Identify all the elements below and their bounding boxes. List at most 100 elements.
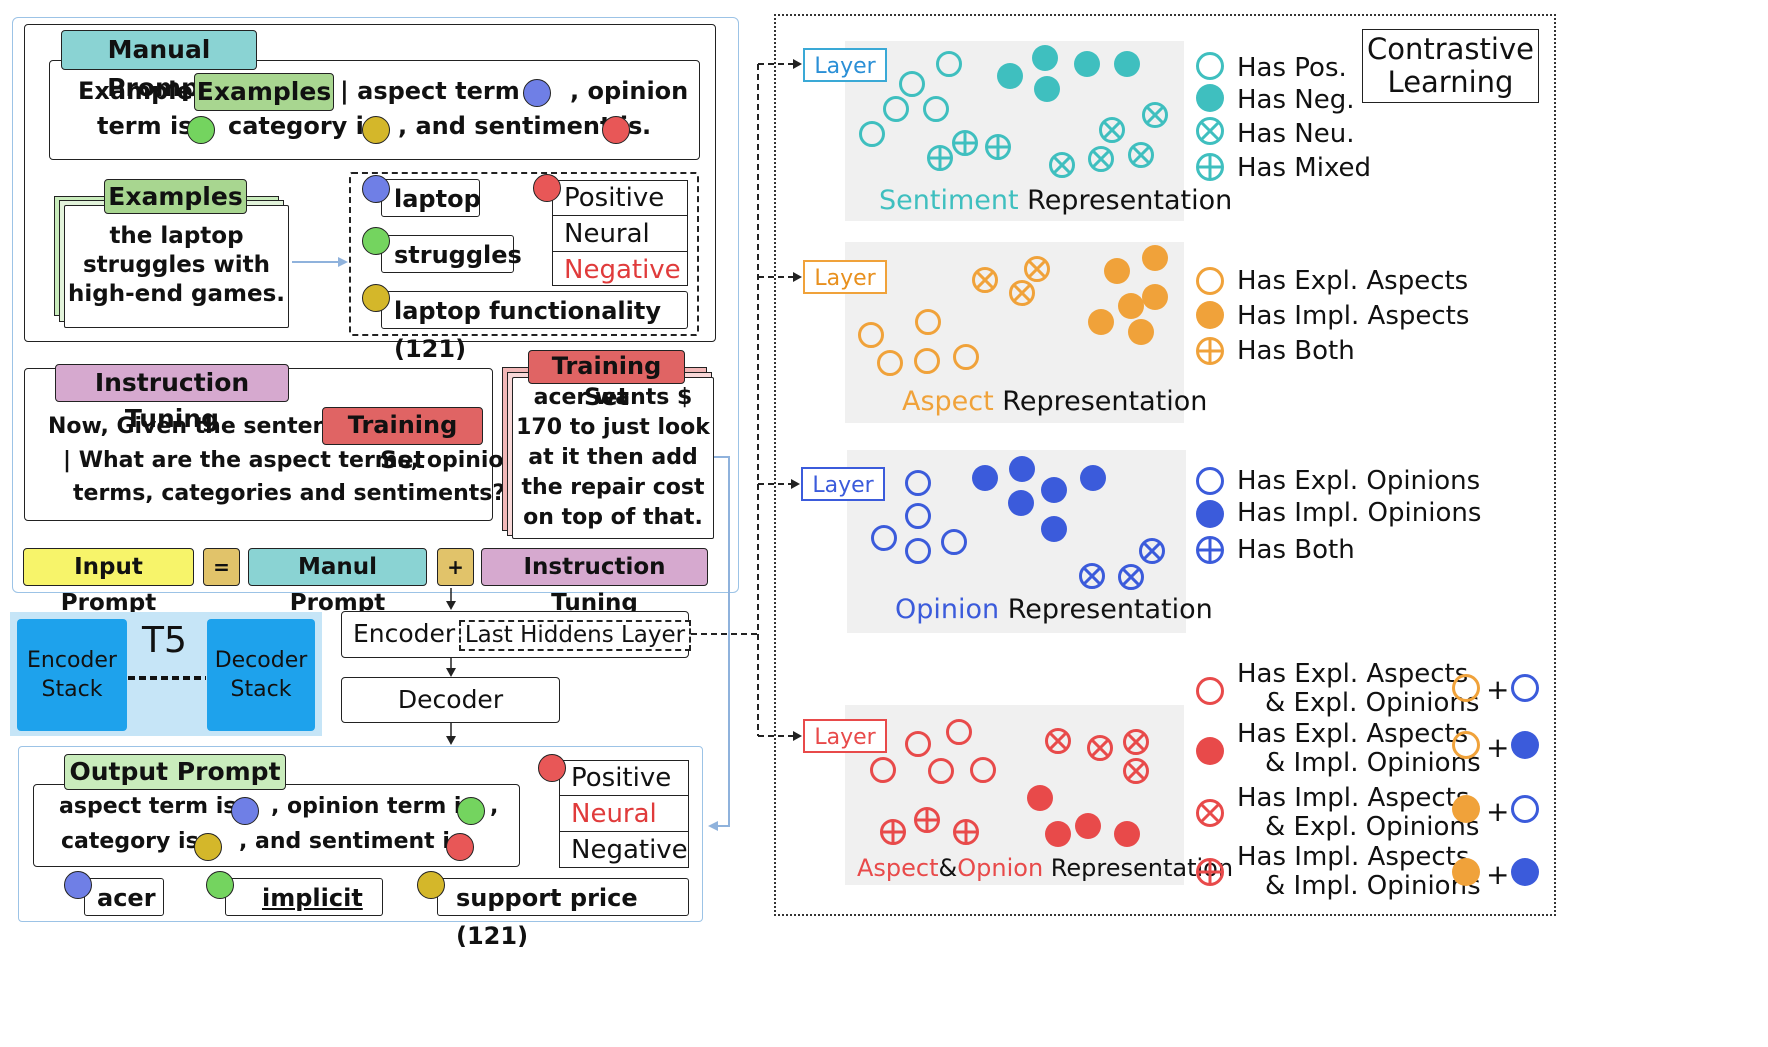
equals-sign: = (203, 548, 240, 586)
aspect-rep-rest: Representation (993, 386, 1208, 417)
legend-line: Has Expl. Aspects (1237, 659, 1469, 689)
training-sentence-line: the repair cost (521, 475, 705, 500)
output-aspect-slot-dot (231, 797, 259, 825)
output-line2-b: , and sentiment is (239, 829, 463, 854)
legend-line: Has Impl. Aspects (1237, 842, 1470, 872)
open-marker (883, 96, 909, 122)
instruction-training-tag: Training Set (322, 407, 483, 474)
filled-marker (1008, 490, 1034, 516)
cross-marker (1088, 146, 1114, 172)
filled-marker (1452, 858, 1480, 886)
ao-rep-colored-a: Aspect (857, 854, 939, 882)
open-marker (858, 322, 884, 348)
training-card (512, 377, 714, 539)
open-marker (1511, 674, 1539, 702)
filled-marker (1080, 465, 1106, 491)
output-line2-a: category is (61, 829, 199, 854)
legend-has-neg: Has Neg. (1237, 85, 1355, 115)
ao-rep-amp: & (938, 854, 958, 882)
output-opinion-slot-dot (457, 797, 485, 825)
filled-marker (1142, 284, 1168, 310)
filled-marker (1511, 858, 1539, 886)
contrastive-title-line: Contrastive (1367, 32, 1534, 66)
output-line1-c: , (490, 794, 499, 819)
examples-tag: Examples (104, 179, 247, 214)
examples-slot-tag: Examples (194, 73, 334, 111)
filled-marker (1118, 293, 1144, 319)
cross-marker (1024, 256, 1050, 282)
sentiment-option-negative: Negative (564, 255, 681, 285)
sentiment-rep-colored: Sentiment (879, 185, 1019, 216)
open-marker (1196, 52, 1224, 80)
open-marker (923, 96, 949, 122)
open-marker (928, 758, 954, 784)
legend-line: & Expl. Opinions (1265, 688, 1480, 718)
output-category-chip: support price (121) (437, 878, 689, 950)
aspect-opinion-layer-tag: Layer (803, 719, 887, 753)
plus-marker (1196, 536, 1224, 564)
output-opinion-text: implicit (262, 884, 363, 912)
ao-rep-rest: Representation (1043, 854, 1234, 882)
manual-line2-c: , and sentiment is (398, 112, 643, 140)
open-marker (1196, 467, 1224, 495)
output-sentiment-dot (538, 754, 566, 782)
open-marker (905, 503, 931, 529)
output-opinion-dot (206, 871, 234, 899)
examples-sentence: the laptop struggles with high-end games… (64, 222, 289, 309)
sentiment-rep-title: Sentiment Representation (879, 185, 1232, 216)
filled-marker (1074, 51, 1100, 77)
plus-marker (927, 145, 953, 171)
sentiment-option-neural: Neural (552, 216, 688, 252)
opinion-rep-rest: Representation (999, 594, 1213, 625)
training-sentence-line: at it then add (528, 445, 698, 470)
output-category-dot (417, 871, 445, 899)
combo-plus: + (1486, 858, 1510, 891)
filled-marker (1041, 516, 1067, 542)
open-marker (1196, 267, 1224, 295)
filled-marker (1196, 301, 1224, 329)
opinion-layer-tag: Layer (801, 467, 885, 501)
t5-decoder-label: Stack (230, 677, 292, 702)
t5-encoder-stack: Encoder Stack (17, 619, 127, 731)
decoder-box: Decoder (341, 677, 560, 723)
filled-marker (1027, 785, 1053, 811)
plus-marker (985, 134, 1011, 160)
open-marker (1196, 677, 1224, 705)
filled-marker (1196, 84, 1224, 112)
instruction-line2: | What are the aspect terms, opinion (63, 448, 520, 473)
manual-line1-a: Example: (78, 77, 203, 105)
filled-marker (1142, 245, 1168, 271)
aspect-rep-colored: Aspect (902, 386, 994, 417)
decoder-label: Decoder (397, 685, 504, 714)
t5-decoder-stack: Decoder Stack (207, 619, 315, 731)
cross-marker (1009, 280, 1035, 306)
plus-marker (953, 819, 979, 845)
combo-plus: + (1486, 731, 1510, 764)
legend-line: & Expl. Opinions (1265, 812, 1480, 842)
filled-marker (1114, 821, 1140, 847)
legend-ea-eo: Has Expl. Aspects & Expl. Opinions (1237, 660, 1479, 718)
open-marker (1452, 731, 1480, 759)
output-category-slot-dot (194, 833, 222, 861)
input-prompt-frame (12, 17, 739, 593)
contrastive-title-line: Learning (1387, 65, 1514, 99)
sentiment-slot-dot (602, 116, 630, 144)
output-sentiment-neural: Neural (559, 796, 689, 832)
filled-marker (1196, 500, 1224, 528)
ao-rep-colored-b: Opnion (957, 854, 1044, 882)
open-marker (970, 757, 996, 783)
filled-marker (1452, 795, 1480, 823)
legend-has-pos: Has Pos. (1237, 53, 1347, 83)
output-sentiment-negative: Negative (571, 835, 688, 865)
cross-marker (1123, 758, 1149, 784)
sentiment-option-positive: Positive (552, 180, 688, 216)
plus-marker (952, 130, 978, 156)
training-sentence: acer wants $ 170 to just look at it then… (512, 383, 714, 533)
open-marker (1452, 674, 1480, 702)
manual-line2-b: category is (228, 112, 379, 140)
cross-marker (1099, 117, 1125, 143)
legend-has-neu: Has Neu. (1237, 119, 1355, 149)
manual-prompt-tag: Manual Prompt (61, 30, 257, 102)
